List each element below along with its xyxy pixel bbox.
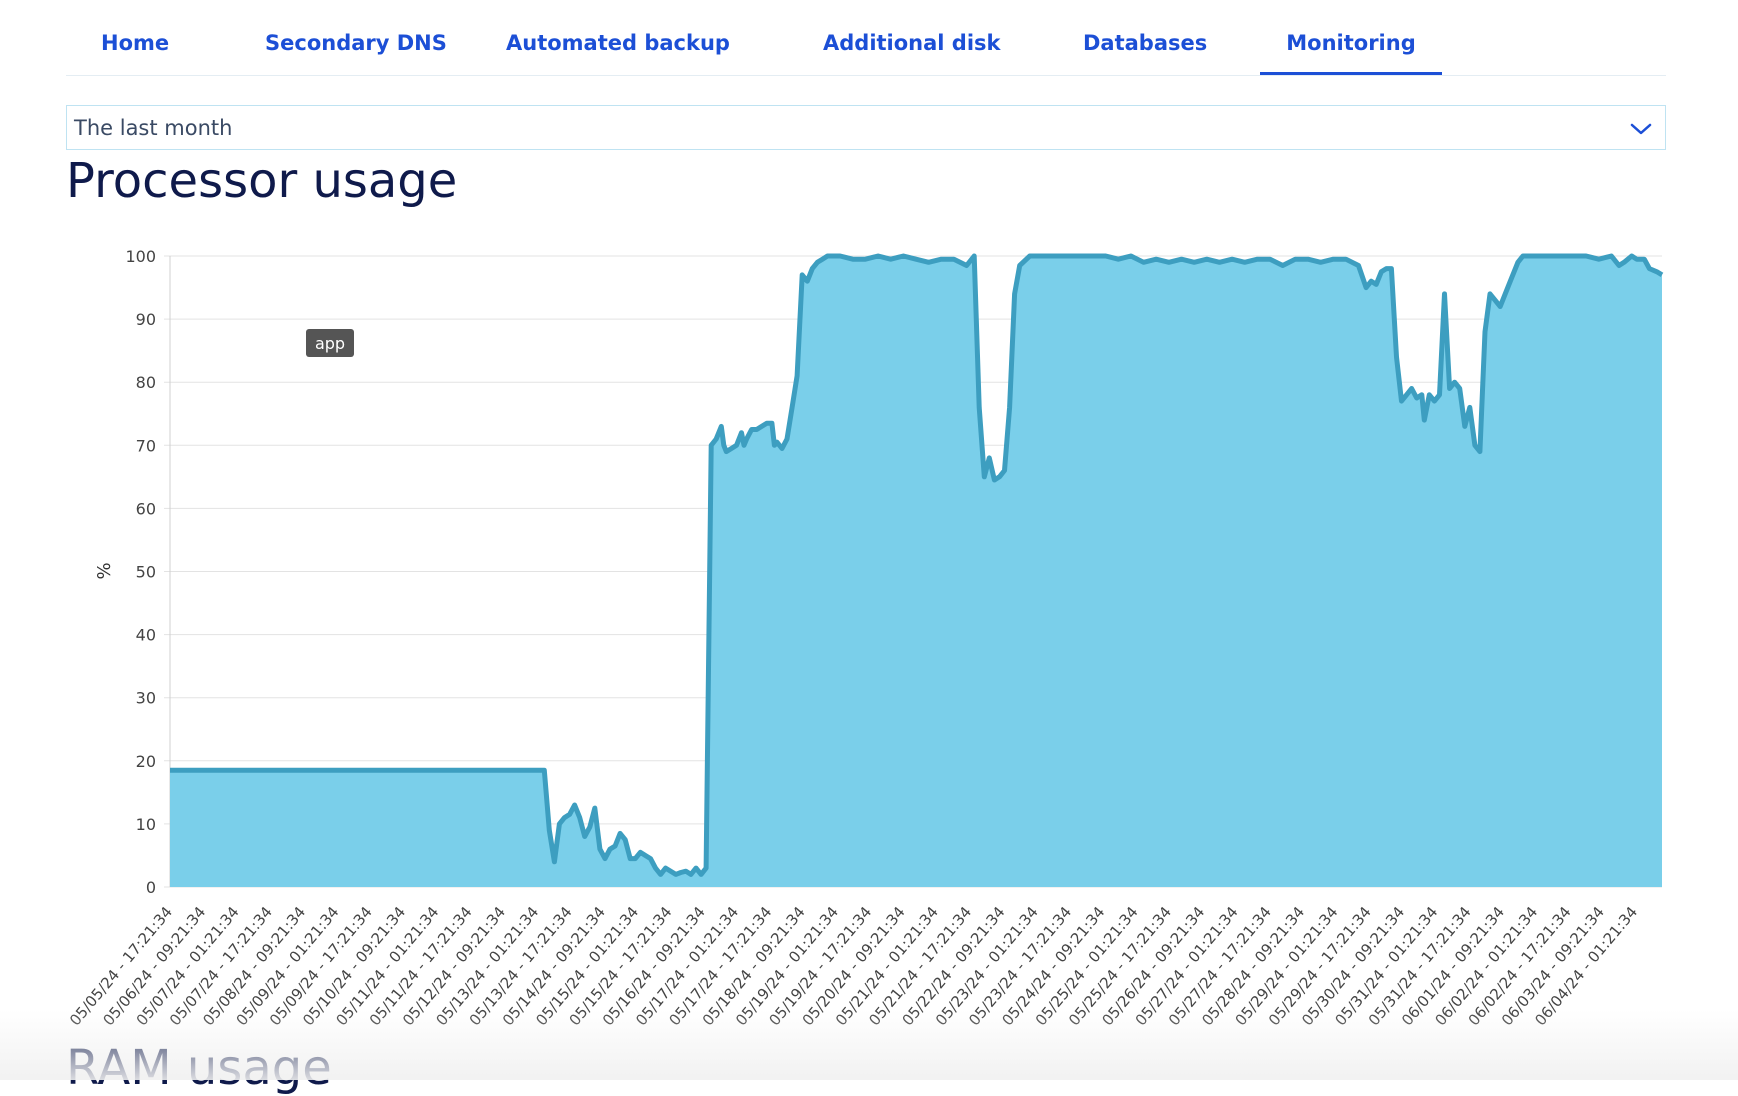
y-tick-label: 40 — [136, 626, 156, 645]
y-tick-label: 50 — [136, 563, 156, 582]
processor-usage-title: Processor usage — [66, 153, 458, 209]
tab-bar: Home Secondary DNS Automated backup Addi… — [66, 0, 1666, 76]
y-tick-label: 70 — [136, 436, 156, 455]
y-tick-label: 10 — [136, 815, 156, 834]
y-tick-label: 60 — [136, 499, 156, 518]
y-tick-label: 20 — [136, 752, 156, 771]
y-tick-label: 30 — [136, 689, 156, 708]
chevron-down-icon — [1630, 123, 1652, 135]
tooltip-text: app — [315, 334, 345, 353]
tab-automated-backup[interactable]: Automated backup — [506, 31, 730, 55]
ram-usage-title: RAM usage — [66, 1040, 332, 1096]
series-area — [170, 256, 1662, 887]
tab-monitoring[interactable]: Monitoring — [1260, 0, 1442, 75]
tab-databases[interactable]: Databases — [1083, 31, 1208, 55]
y-tick-label: 100 — [125, 247, 156, 266]
period-select-value: The last month — [74, 116, 233, 140]
tooltip-box — [306, 329, 354, 357]
y-tick-label: 0 — [146, 878, 156, 897]
tab-home[interactable]: Home — [101, 31, 170, 55]
series-line — [170, 253, 1664, 877]
y-axis-label: % — [94, 562, 115, 579]
series-tooltip: app — [306, 329, 354, 357]
period-select[interactable]: The last month — [66, 105, 1666, 150]
y-tick-label: 90 — [136, 310, 156, 329]
y-tick-label: 80 — [136, 373, 156, 392]
